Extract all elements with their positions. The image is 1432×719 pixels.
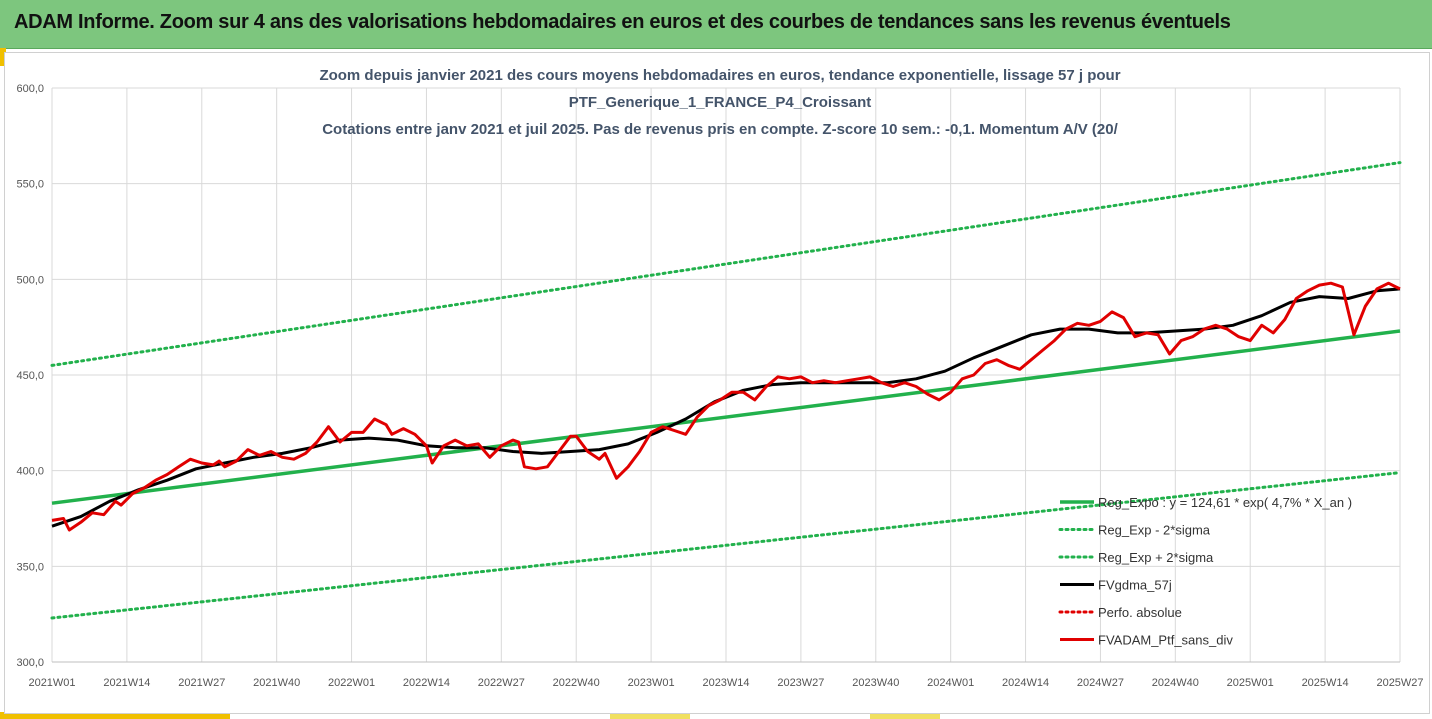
x-tick-label: 2021W27 [178,677,225,689]
x-tick-label: 2025W14 [1302,677,1349,689]
x-tick-label: 2025W01 [1227,677,1274,689]
x-tick-label: 2022W40 [553,677,600,689]
x-tick-label: 2024W01 [927,677,974,689]
series-line-sigma [50,161,1402,367]
accent-bar [0,48,6,66]
chart-title-line: Cotations entre janv 2021 et juil 2025. … [322,121,1118,138]
legend-label: Reg_Exp - 2*sigma [1098,523,1211,538]
y-tick-label: 400,0 [16,466,44,478]
x-tick-label: 2022W14 [403,677,450,689]
accent-bar [0,712,230,719]
x-tick-label: 2023W01 [628,677,675,689]
x-tick-label: 2024W14 [1002,677,1049,689]
legend-label: Reg_Exp + 2*sigma [1098,550,1214,565]
x-tick-label: 2022W27 [478,677,525,689]
accent-bar [870,714,940,719]
y-tick-label: 350,0 [16,561,44,573]
x-tick-label: 2021W01 [28,677,75,689]
chart-title-line: PTF_Generique_1_FRANCE_P4_Croissant [569,94,872,111]
accent-bar [610,714,690,719]
legend-label: FVADAM_Ptf_sans_div [1098,633,1233,648]
x-tick-label: 2024W27 [1077,677,1124,689]
x-tick-label: 2024W40 [1152,677,1199,689]
legend-label: Perfo. absolue [1098,605,1182,620]
series-line-portfolio [51,281,1401,532]
legend-label: FVgdma_57j [1098,578,1172,593]
y-tick-label: 550,0 [16,179,44,191]
x-tick-label: 2023W14 [702,677,749,689]
x-tick-label: 2022W01 [328,677,375,689]
y-tick-label: 600,0 [16,83,44,95]
legend-label: Reg_Expo : y = 124,61 * exp( 4,7% * X_an… [1098,495,1352,510]
y-tick-label: 500,0 [16,274,44,286]
x-tick-label: 2023W27 [777,677,824,689]
series-line-trend [51,329,1401,505]
x-tick-label: 2025W27 [1376,677,1423,689]
x-tick-label: 2023W40 [852,677,899,689]
y-tick-label: 450,0 [16,370,44,382]
x-tick-label: 2021W14 [103,677,150,689]
series-line-sigma [50,471,1402,620]
report-title: ADAM Informe. Zoom sur 4 ans des valoris… [14,11,1231,33]
chart-title-line: Zoom depuis janvier 2021 des cours moyen… [319,67,1120,84]
y-tick-label: 300,0 [16,657,44,669]
report-banner: ADAM Informe. Zoom sur 4 ans des valoris… [0,0,1432,49]
x-tick-label: 2021W40 [253,677,300,689]
chart-frame [4,52,1430,714]
